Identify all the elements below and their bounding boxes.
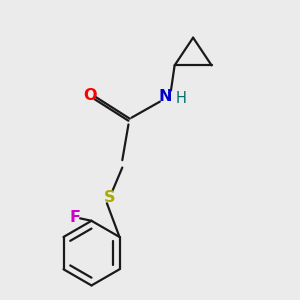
Text: H: H <box>176 91 187 106</box>
Text: O: O <box>83 88 97 103</box>
Text: N: N <box>159 88 172 104</box>
Text: F: F <box>69 210 80 225</box>
Text: S: S <box>104 190 116 205</box>
